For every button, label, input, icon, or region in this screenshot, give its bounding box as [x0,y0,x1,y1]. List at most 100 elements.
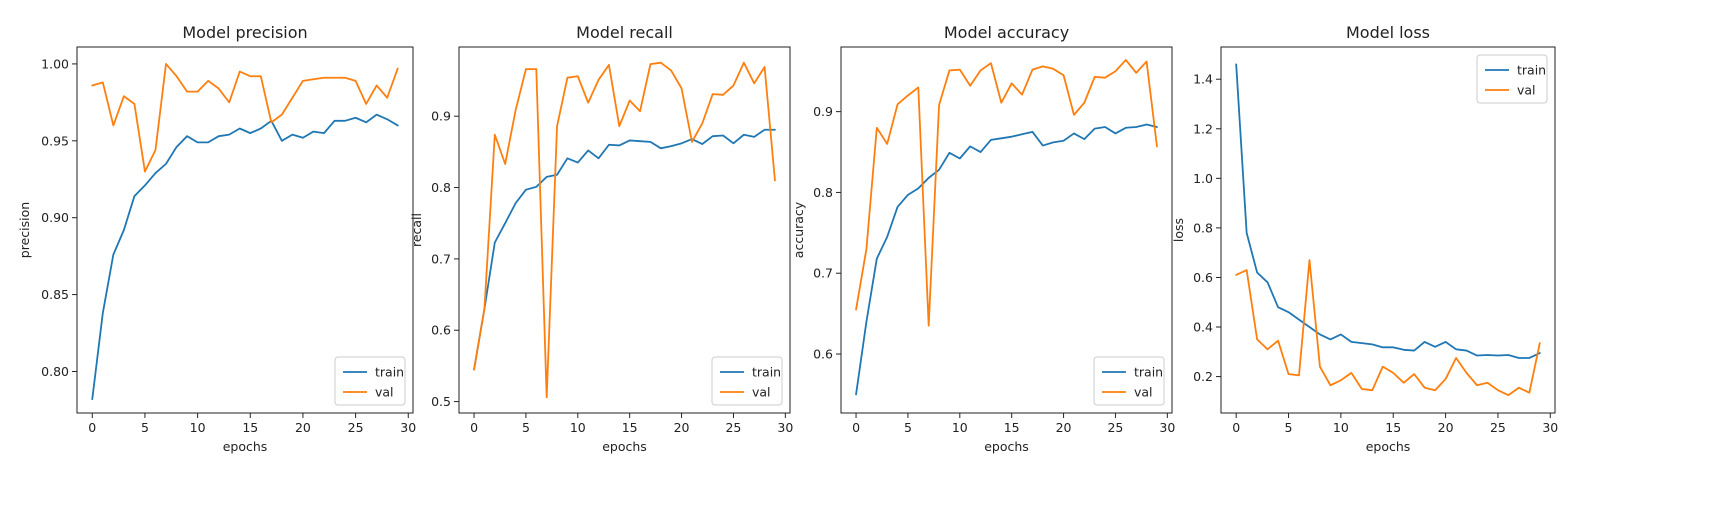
recall-chart: Model recall epochs recall 0 5 10 15 20 25 300… [409,23,793,454]
plot-frame [1220,46,1556,414]
legend-label-train: train [375,365,404,380]
chart-title: Model loss [1346,23,1430,42]
x-tick-label: 5 [522,420,530,435]
legend-label-val: val [1134,385,1153,400]
x-tick-label: 10 [952,420,968,435]
series-lines [91,63,399,401]
legend-label-train: train [1134,365,1163,380]
y-tick-label: 0.4 [1193,320,1213,335]
legend-label-train: train [1517,63,1546,78]
y-tick-label: 0.95 [41,133,69,148]
y-tick-label: 0.5 [431,394,451,409]
legend: train val [711,356,783,406]
loss-chart: Model loss epochs loss 0 5 10 15 20 25 30 0.2 0.… [1171,23,1558,454]
x-tick-label: 30 [777,420,793,435]
legend-box [1476,54,1548,104]
x-tick-label: 0 [1232,420,1240,435]
series-line-train [1235,63,1541,359]
plot-frame [458,46,791,414]
x-tick-label: 20 [1056,420,1072,435]
x-tick-label: 20 [295,420,311,435]
x-tick-label: 25 [1107,420,1123,435]
x-tick-label: 25 [1490,420,1506,435]
legend-label-val: val [752,385,771,400]
series-line-val [91,63,399,173]
y-tick-label: 0.7 [813,266,833,281]
chart-title: Model accuracy [944,23,1069,42]
axis-ticks: 0 5 10 15 20 25 30 0.80 0.85 0.90 0.95 1.00 [41,56,416,435]
x-tick-label: 30 [1159,420,1175,435]
plot-frame [840,46,1173,414]
legend-box [334,356,406,406]
y-tick-label: 0.85 [41,287,69,302]
x-tick-label: 5 [1285,420,1293,435]
y-axis-label: accuracy [791,201,806,258]
y-axis-label: precision [17,202,32,258]
x-tick-label: 15 [1004,420,1020,435]
series-line-val [855,59,1158,327]
x-tick-label: 20 [674,420,690,435]
x-axis-label: epochs [602,439,647,454]
legend-label-val: val [375,385,394,400]
legend: train val [1476,54,1548,104]
series-line-val [473,61,776,399]
x-tick-label: 0 [88,420,96,435]
x-tick-label: 0 [852,420,860,435]
series-line-train [855,123,1158,396]
x-tick-label: 5 [904,420,912,435]
y-tick-label: 0.6 [813,347,833,362]
accuracy-chart: Model accuracy epochs accuracy 0 5 10 15 20 2… [791,23,1175,454]
legend: train val [334,356,406,406]
y-tick-label: 0.80 [41,364,69,379]
legend-label-val: val [1517,83,1536,98]
y-tick-label: 0.8 [813,185,833,200]
y-tick-label: 0.9 [431,109,451,124]
x-tick-label: 20 [1438,420,1454,435]
y-tick-label: 0.9 [813,104,833,119]
axis-ticks: 0 5 10 15 20 25 30 0.2 0.4 0.6 0.8 1.0 1.2 1.4 [1193,72,1558,435]
x-tick-label: 10 [570,420,586,435]
y-tick-label: 0.8 [1193,220,1213,235]
y-tick-label: 0.90 [41,210,69,225]
series-lines [1235,63,1541,397]
y-tick-label: 0.6 [1193,270,1213,285]
x-tick-label: 0 [470,420,478,435]
y-tick-label: 1.2 [1193,121,1213,136]
x-tick-label: 15 [242,420,258,435]
series-line-train [473,128,776,371]
x-tick-label: 10 [1333,420,1349,435]
chart-title: Model precision [182,23,307,42]
x-tick-label: 15 [1385,420,1401,435]
x-tick-label: 5 [141,420,149,435]
x-tick-label: 30 [1542,420,1558,435]
x-axis-label: epochs [984,439,1029,454]
plot-frame [76,46,414,414]
x-tick-label: 15 [622,420,638,435]
y-tick-label: 1.00 [41,56,69,71]
x-axis-label: epochs [1366,439,1411,454]
y-axis-label: recall [409,213,424,247]
y-axis-label: loss [1171,218,1186,242]
y-tick-label: 0.6 [431,323,451,338]
precision-chart: Model precision epochs precision 0 5 10 15 2… [17,23,416,454]
y-tick-label: 0.7 [431,251,451,266]
legend-label-train: train [752,365,781,380]
series-line-val [1235,259,1541,397]
x-axis-label: epochs [223,439,268,454]
legend-box [711,356,783,406]
axis-ticks: 0 5 10 15 20 25 30 0.6 0.7 0.8 0.9 [813,104,1175,435]
legend-box [1093,356,1165,406]
x-tick-label: 10 [190,420,206,435]
y-tick-label: 0.2 [1193,369,1213,384]
axis-ticks: 0 5 10 15 20 25 30 0.5 0.6 0.7 0.8 0.9 [431,109,793,435]
series-lines [855,59,1158,396]
x-tick-label: 30 [400,420,416,435]
series-line-train [91,113,399,401]
chart-title: Model recall [576,23,673,42]
y-tick-label: 1.0 [1193,171,1213,186]
series-lines [473,61,776,399]
y-tick-label: 0.8 [431,180,451,195]
x-tick-label: 25 [725,420,741,435]
y-tick-label: 1.4 [1193,72,1213,87]
